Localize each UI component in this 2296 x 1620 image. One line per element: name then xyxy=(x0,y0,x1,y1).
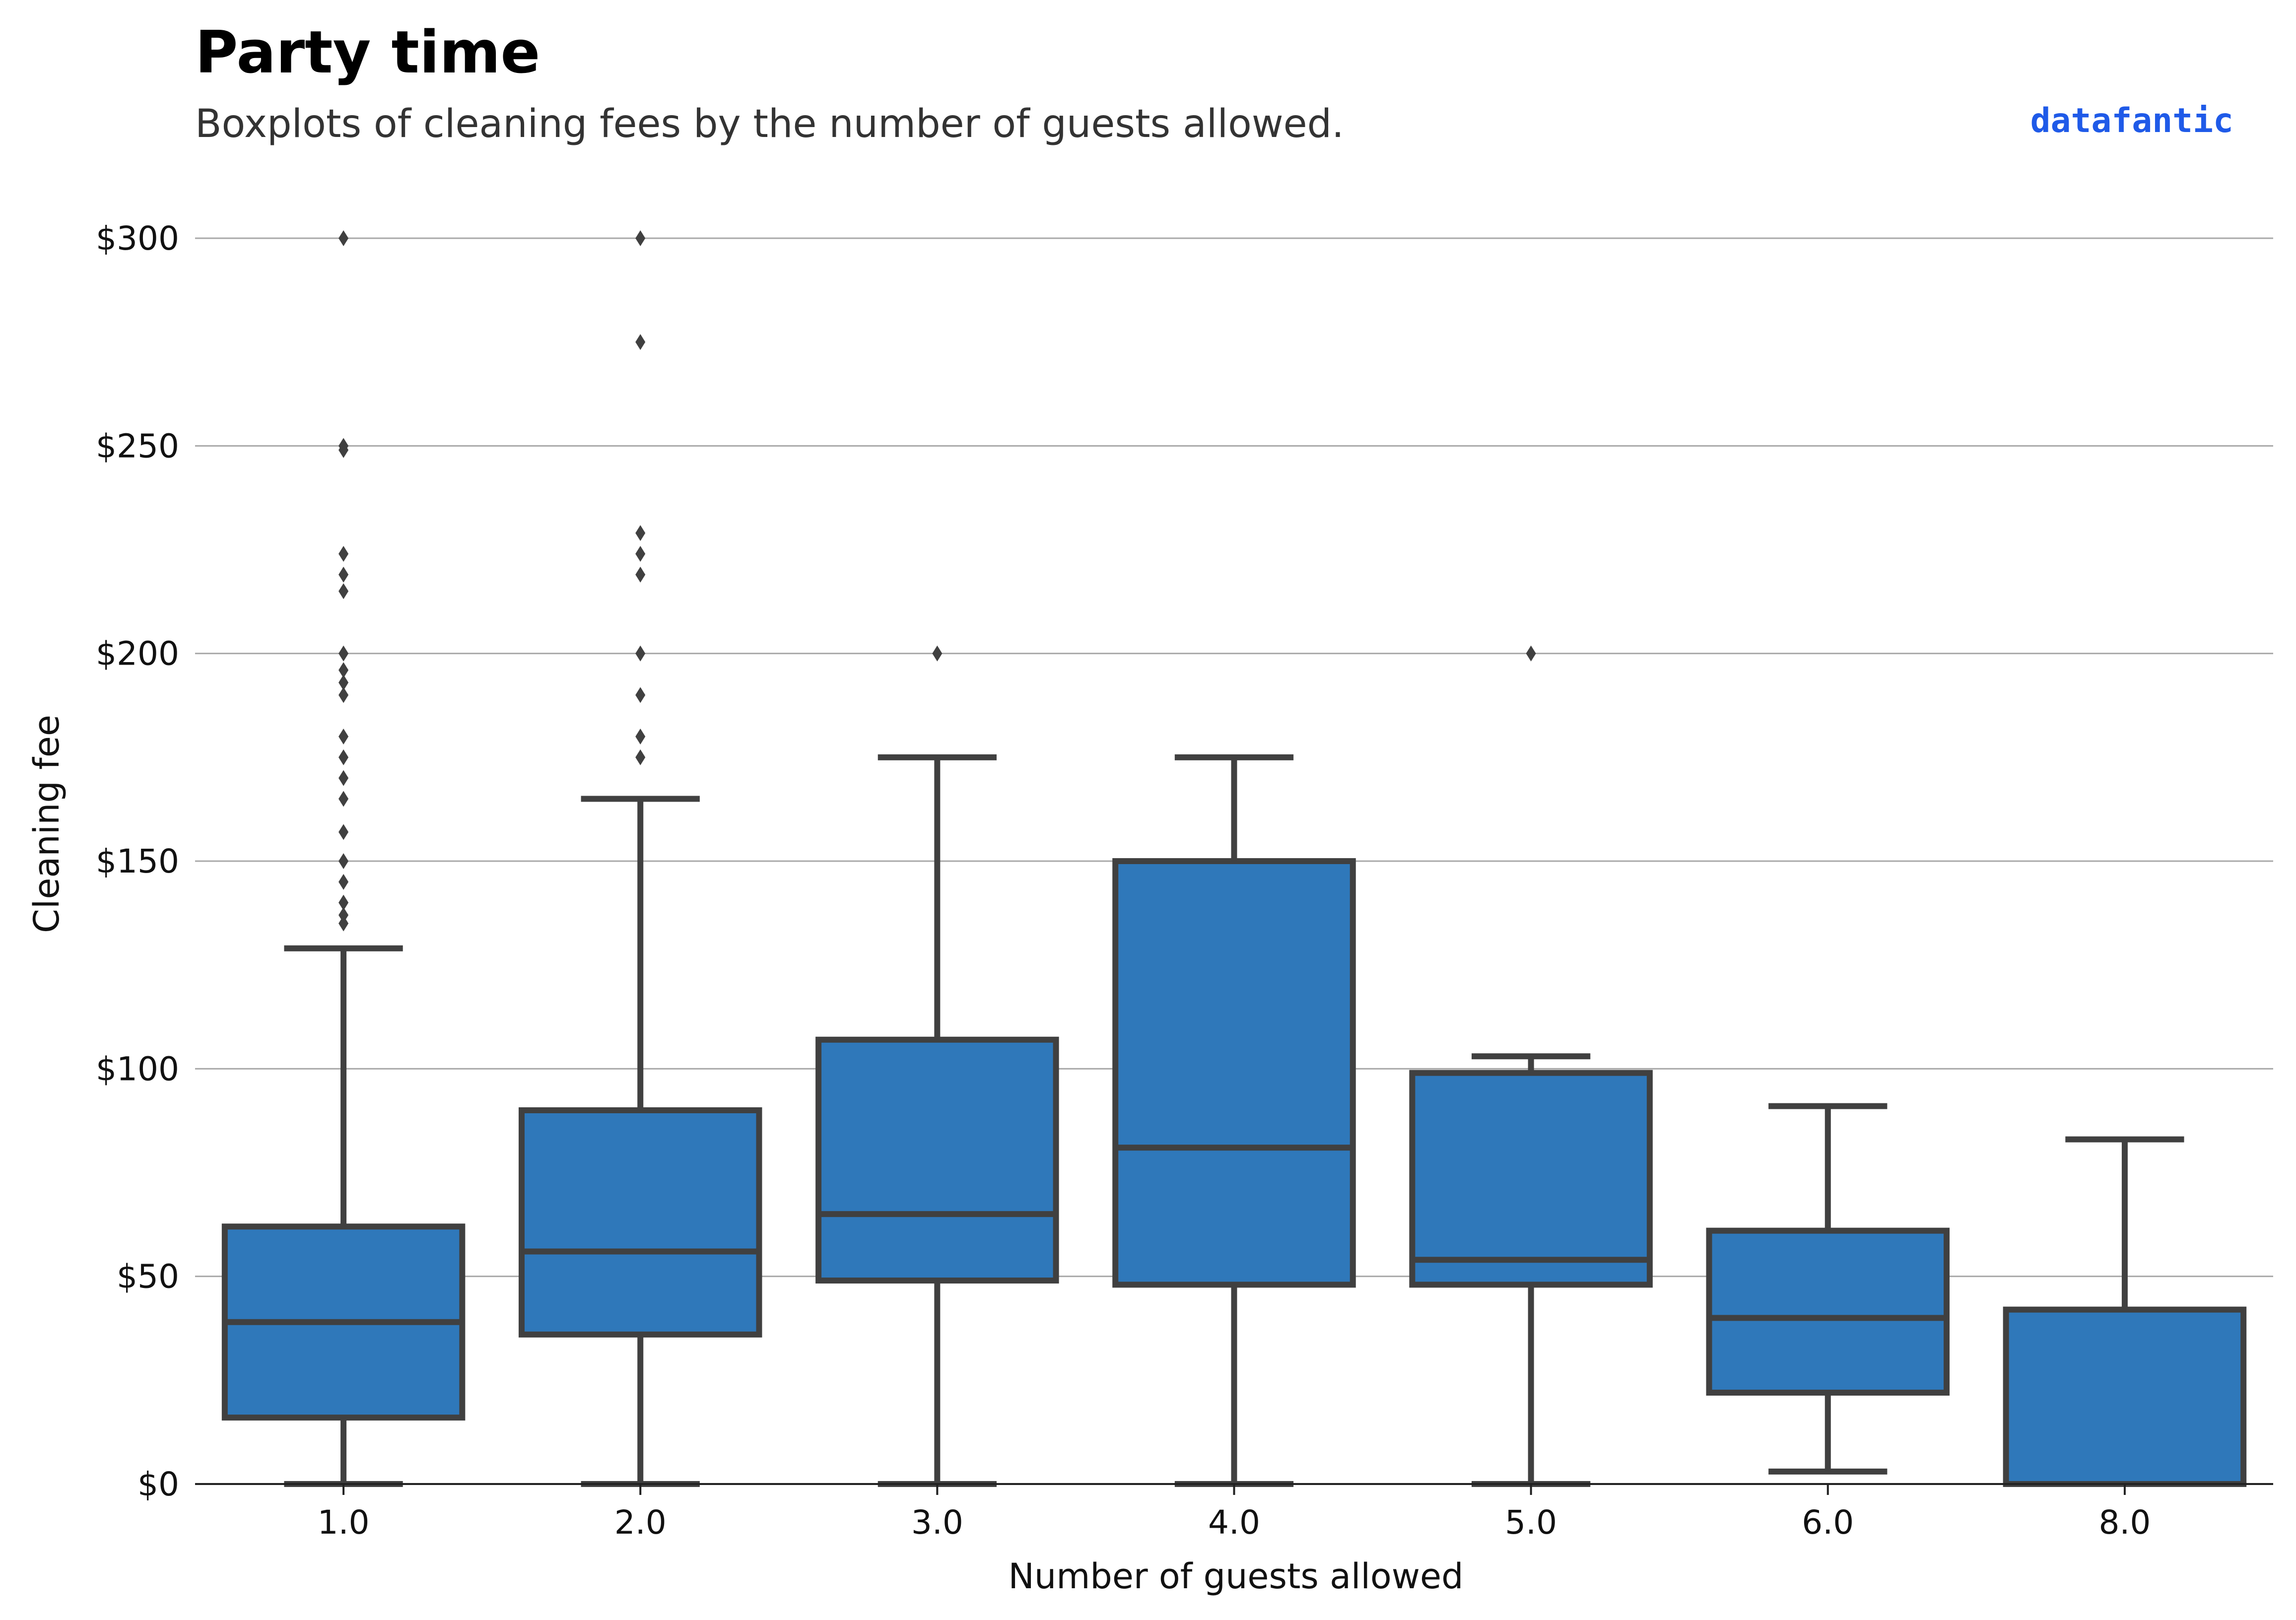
box-6.0 xyxy=(1706,1103,1950,1475)
outlier-point xyxy=(338,662,349,678)
x-tick-label: 3.0 xyxy=(911,1503,963,1542)
box-2.0 xyxy=(518,230,762,1487)
y-axis-label: Cleaning fee xyxy=(26,715,67,933)
outlier-point xyxy=(635,566,646,583)
outlier-point xyxy=(338,874,349,890)
box-iqr xyxy=(518,1107,762,1338)
x-tick-label: 5.0 xyxy=(1505,1503,1557,1542)
y-tick-label: $200 xyxy=(96,635,179,673)
y-tick-label: $100 xyxy=(96,1050,179,1088)
box-iqr xyxy=(1112,858,1356,1288)
box-8.0 xyxy=(2003,1136,2247,1487)
outlier-point xyxy=(338,230,349,246)
chart-title: Party time xyxy=(195,18,540,86)
outlier-point xyxy=(338,770,349,786)
x-tick-label: 8.0 xyxy=(2098,1503,2151,1542)
outlier-point xyxy=(635,334,646,350)
outlier-point xyxy=(1526,645,1536,662)
outlier-point xyxy=(635,687,646,703)
outlier-point xyxy=(635,230,646,246)
box-iqr xyxy=(1706,1227,1950,1396)
outlier-point xyxy=(635,749,646,765)
outlier-point xyxy=(932,645,943,662)
box-4.0 xyxy=(1112,754,1356,1487)
outlier-point xyxy=(338,915,349,932)
outlier-point xyxy=(338,545,349,562)
box-3.0 xyxy=(815,645,1059,1487)
outlier-point xyxy=(338,438,349,454)
outlier-point xyxy=(338,853,349,869)
outlier-point xyxy=(338,566,349,583)
y-tick-label: $0 xyxy=(137,1465,179,1503)
box-1.0 xyxy=(221,230,466,1487)
outlier-point xyxy=(635,545,646,562)
boxes xyxy=(221,230,2247,1487)
outlier-point xyxy=(338,687,349,703)
box-iqr xyxy=(1409,1070,1653,1288)
y-tick-label: $150 xyxy=(96,842,179,880)
outlier-point xyxy=(338,907,349,923)
y-tick-label: $300 xyxy=(96,219,179,258)
outlier-point xyxy=(338,729,349,744)
y-tick-label: $50 xyxy=(117,1258,179,1296)
outlier-point xyxy=(338,894,349,911)
outlier-point xyxy=(338,791,349,807)
x-axis-label: Number of guests allowed xyxy=(1008,1556,1463,1597)
outlier-point xyxy=(338,824,349,840)
outlier-point xyxy=(635,729,646,744)
outlier-point xyxy=(338,645,349,662)
chart-subtitle: Boxplots of cleaning fees by the number … xyxy=(195,102,1344,146)
axis-ticks: $0 $50 $100 $150 $200 $250 $300 1.0 2.0 3.0 4.0 5.0… xyxy=(96,219,2151,1542)
box-5.0 xyxy=(1409,645,1653,1487)
outlier-point xyxy=(338,675,349,691)
outlier-point xyxy=(635,645,646,662)
outlier-point xyxy=(338,583,349,600)
x-tick-label: 2.0 xyxy=(614,1503,667,1542)
x-tick-label: 6.0 xyxy=(1802,1503,1854,1542)
x-tick-label: 4.0 xyxy=(1208,1503,1260,1542)
box-iqr xyxy=(2003,1306,2247,1487)
outlier-point xyxy=(338,749,349,765)
x-tick-label: 1.0 xyxy=(318,1503,370,1542)
brand-logo: datafantic xyxy=(2030,101,2233,140)
outlier-point xyxy=(635,525,646,541)
box-iqr xyxy=(815,1036,1059,1284)
y-tick-label: $250 xyxy=(96,427,179,465)
